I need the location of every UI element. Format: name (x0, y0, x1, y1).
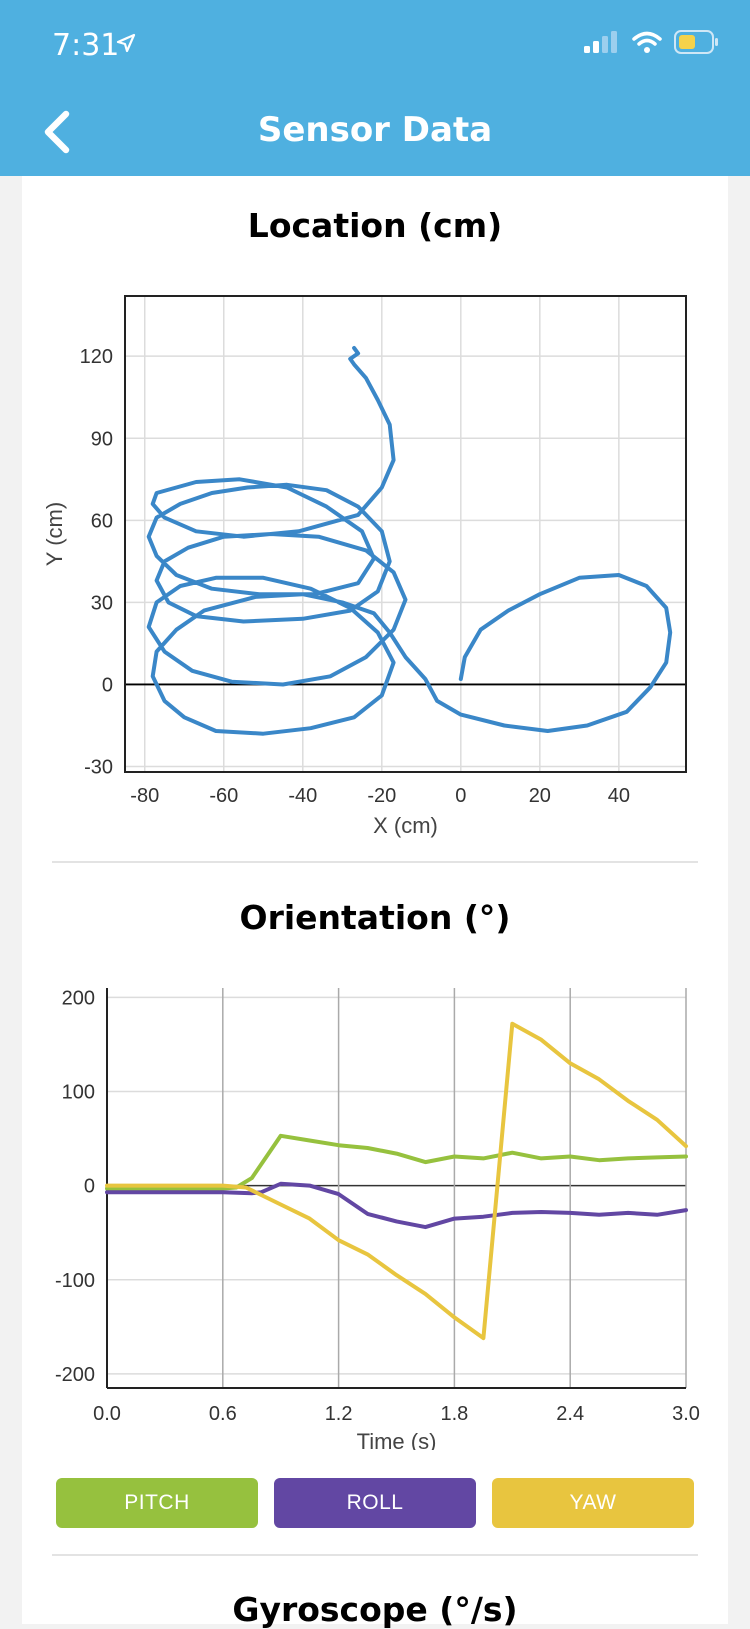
y-tick-label: 100 (62, 1082, 95, 1104)
roll-series-line (105, 1181, 688, 1230)
battery-icon (674, 30, 720, 59)
x-tick-label: -40 (288, 785, 317, 807)
location-title: Location (cm) (247, 206, 503, 245)
y-tick-label: -30 (84, 757, 113, 779)
app-header: 7:31 (0, 0, 750, 176)
y-tick-label: 120 (80, 346, 113, 368)
divider (52, 861, 698, 863)
legend-yaw-button[interactable]: YAW (492, 1478, 694, 1528)
y-axis-label: Y (cm) (42, 502, 67, 566)
location-arrow-icon (116, 33, 136, 58)
x-tick-label: 1.2 (325, 1403, 353, 1425)
y-tick-label: 0 (102, 674, 113, 696)
x-tick-label: 0 (455, 785, 466, 807)
y-tick-label: -200 (55, 1364, 95, 1386)
wifi-icon (632, 31, 662, 58)
divider (52, 1554, 698, 1556)
pitch-series-line (105, 1133, 688, 1191)
x-tick-label: 20 (529, 785, 551, 807)
orientation-chart: -200 -100 0 100 200 0.0 0.6 1.2 1.8 2.4 3.0 Time (s… (55, 987, 700, 1450)
y-tick-label: 200 (62, 987, 95, 1009)
x-tick-label: 0.0 (93, 1403, 121, 1425)
x-tick-label: 0.6 (209, 1403, 237, 1425)
yaw-series-line (105, 1021, 688, 1341)
y-tick-label: 0 (84, 1176, 95, 1198)
x-tick-label: -80 (130, 785, 159, 807)
x-axis-label: Time (s) (357, 1429, 437, 1450)
gyroscope-title: Gyroscope (°/s) (232, 1590, 518, 1629)
orientation-title: Orientation (°) (239, 898, 511, 937)
page-title: Sensor Data (257, 110, 493, 150)
back-button[interactable] (38, 108, 78, 158)
x-tick-label: -60 (209, 785, 238, 807)
x-tick-label: 1.8 (440, 1403, 468, 1425)
chevron-left-icon (44, 110, 70, 154)
plot-border (124, 295, 687, 773)
x-tick-label: 40 (608, 785, 630, 807)
y-tick-label: 30 (91, 592, 113, 614)
location-trace-line (146, 346, 673, 736)
x-tick-label: 3.0 (672, 1403, 700, 1425)
legend-pitch-button[interactable]: PITCH (56, 1478, 258, 1528)
x-axis-label: X (cm) (373, 813, 438, 838)
signal-icon (584, 31, 620, 58)
status-time: 7:31 (52, 28, 120, 63)
y-tick-label: 60 (91, 510, 113, 532)
y-tick-label: 90 (91, 428, 113, 450)
y-tick-label: -100 (55, 1270, 95, 1292)
x-tick-label: -20 (367, 785, 396, 807)
x-tick-label: 2.4 (556, 1403, 584, 1425)
legend-roll-button[interactable]: ROLL (274, 1478, 476, 1528)
location-chart: -80 -60 -40 -20 0 20 40 -30 0 30 60 90 120 X (cm) Y (c… (42, 295, 687, 838)
